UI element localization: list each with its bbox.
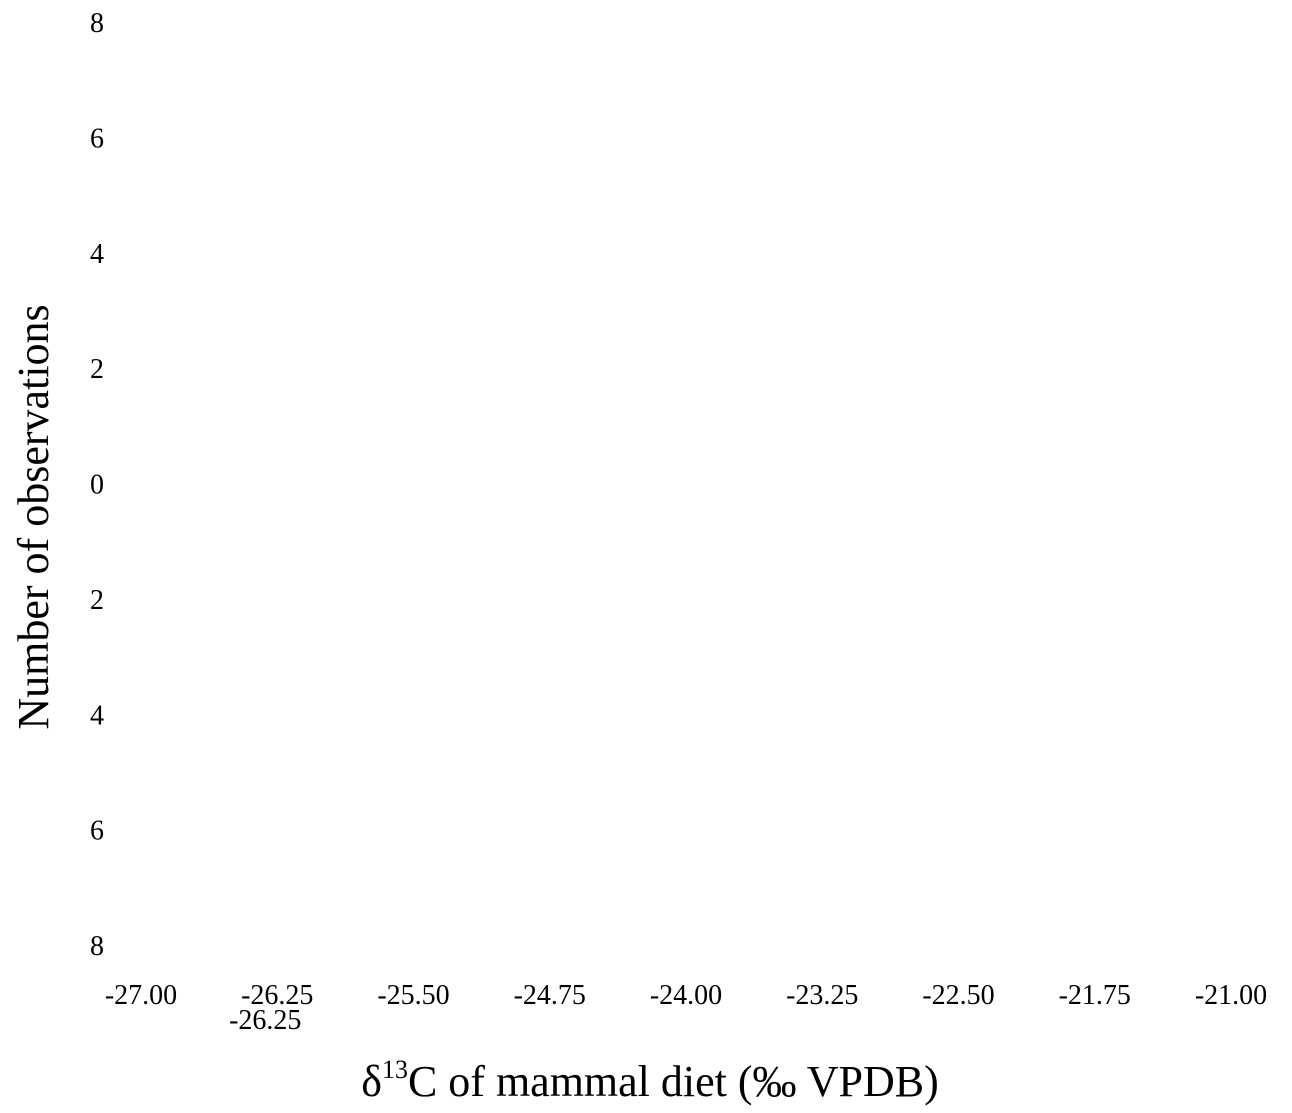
y-tick-label: 8: [90, 8, 104, 39]
x-tick-label-duplicate: -26.25: [229, 1005, 301, 1036]
x-tick-label: -21.00: [1195, 980, 1267, 1011]
y-axis-title: Number of observations: [9, 304, 58, 729]
x-axis-title-superscript: 13: [382, 1055, 408, 1084]
x-axis-title-delta: δ: [361, 1057, 382, 1106]
x-axis-tick-labels: -27.00 -26.25 -25.50 -24.75 -24.00 -23.25 -22.…: [105, 980, 1267, 1036]
x-tick-label: -21.75: [1059, 980, 1131, 1011]
x-tick-label: -24.75: [514, 980, 586, 1011]
x-tick-label: -22.50: [922, 980, 994, 1011]
y-tick-label: 8: [90, 931, 104, 962]
x-tick-label: -23.25: [786, 980, 858, 1011]
x-tick-label: -27.00: [105, 980, 177, 1011]
x-tick-label: -25.50: [377, 980, 449, 1011]
y-tick-label: 4: [90, 239, 104, 270]
y-tick-label: 6: [90, 816, 104, 847]
y-tick-label: 0: [90, 470, 104, 501]
y-tick-label: 6: [90, 123, 104, 154]
y-tick-label: 2: [90, 585, 104, 616]
x-tick-label: -24.00: [650, 980, 722, 1011]
y-tick-label: 2: [90, 354, 104, 385]
x-axis-title-rest: C of mammal diet (‰ VPDB): [408, 1057, 939, 1106]
x-tick-label: -26.25: [241, 980, 313, 1011]
x-axis-title: δ13C of mammal diet (‰ VPDB): [361, 1055, 939, 1106]
y-axis-tick-labels: 8 6 4 2 0 2 4 6 8: [90, 8, 104, 962]
y-tick-label: 4: [90, 700, 104, 731]
